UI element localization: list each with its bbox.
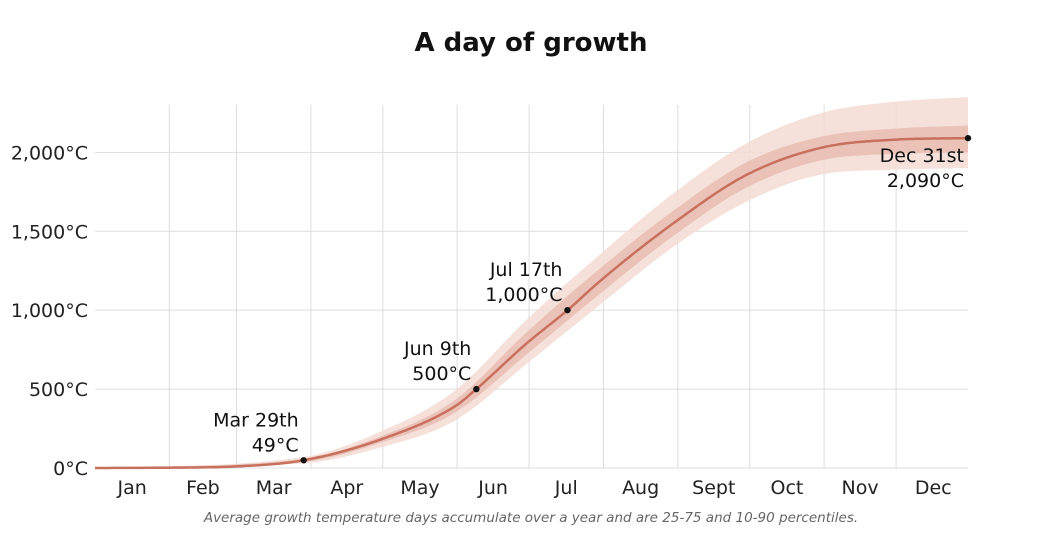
line-layer — [95, 136, 969, 470]
y-tick-label: 1,000°C — [11, 300, 88, 322]
annotation-date: Mar 29th — [213, 409, 299, 431]
annotation-value: 49°C — [252, 434, 299, 456]
annotation-date: Jun 9th — [403, 338, 471, 360]
x-tick-label: Dec — [915, 477, 952, 499]
annotation-point — [964, 134, 972, 142]
y-tick-label: 500°C — [29, 379, 88, 401]
x-tick-label: Apr — [330, 477, 363, 499]
annotation-point — [473, 385, 480, 393]
y-tick-label: 1,500°C — [11, 221, 88, 243]
x-tick-label: Jul — [554, 477, 578, 499]
x-tick-label: May — [400, 477, 439, 499]
y-tick-label: 0°C — [53, 458, 88, 480]
annotation-point — [564, 306, 571, 314]
x-tick-label: Aug — [622, 477, 659, 499]
chart-title: A day of growth — [414, 28, 648, 58]
x-tick-label: Oct — [770, 477, 803, 499]
y-tick-label: 2,000°C — [11, 142, 88, 164]
annotation-date: Dec 31st — [880, 145, 964, 167]
median-line — [95, 136, 969, 470]
band-10-90 — [95, 97, 968, 468]
x-tick-label: Sept — [692, 477, 735, 499]
annotation-value: 500°C — [412, 363, 471, 385]
annotation-point — [300, 457, 307, 464]
x-tick-label: Mar — [256, 477, 292, 499]
axis-layer: 0°C 500°C 1,000°C 1,500°C 2,000°C Jan Feb Mar Ap… — [11, 142, 952, 499]
annotation-value: 1,000°C — [485, 284, 562, 306]
chart-caption: Average growth temperature days accumula… — [203, 510, 859, 526]
grid-layer — [95, 105, 968, 469]
x-tick-label: Nov — [842, 477, 879, 499]
band-layer — [95, 97, 968, 468]
annotation-date: Jul 17th — [489, 259, 563, 281]
x-tick-label: Jan — [117, 477, 147, 499]
x-tick-label: Jun — [477, 477, 508, 499]
x-tick-label: Feb — [186, 477, 220, 499]
annotation-value: 2,090°C — [887, 170, 964, 192]
annotation-layer: Mar 29th 49°C Jun 9th 500°C Jul 17th 1,000°C D… — [213, 134, 972, 464]
